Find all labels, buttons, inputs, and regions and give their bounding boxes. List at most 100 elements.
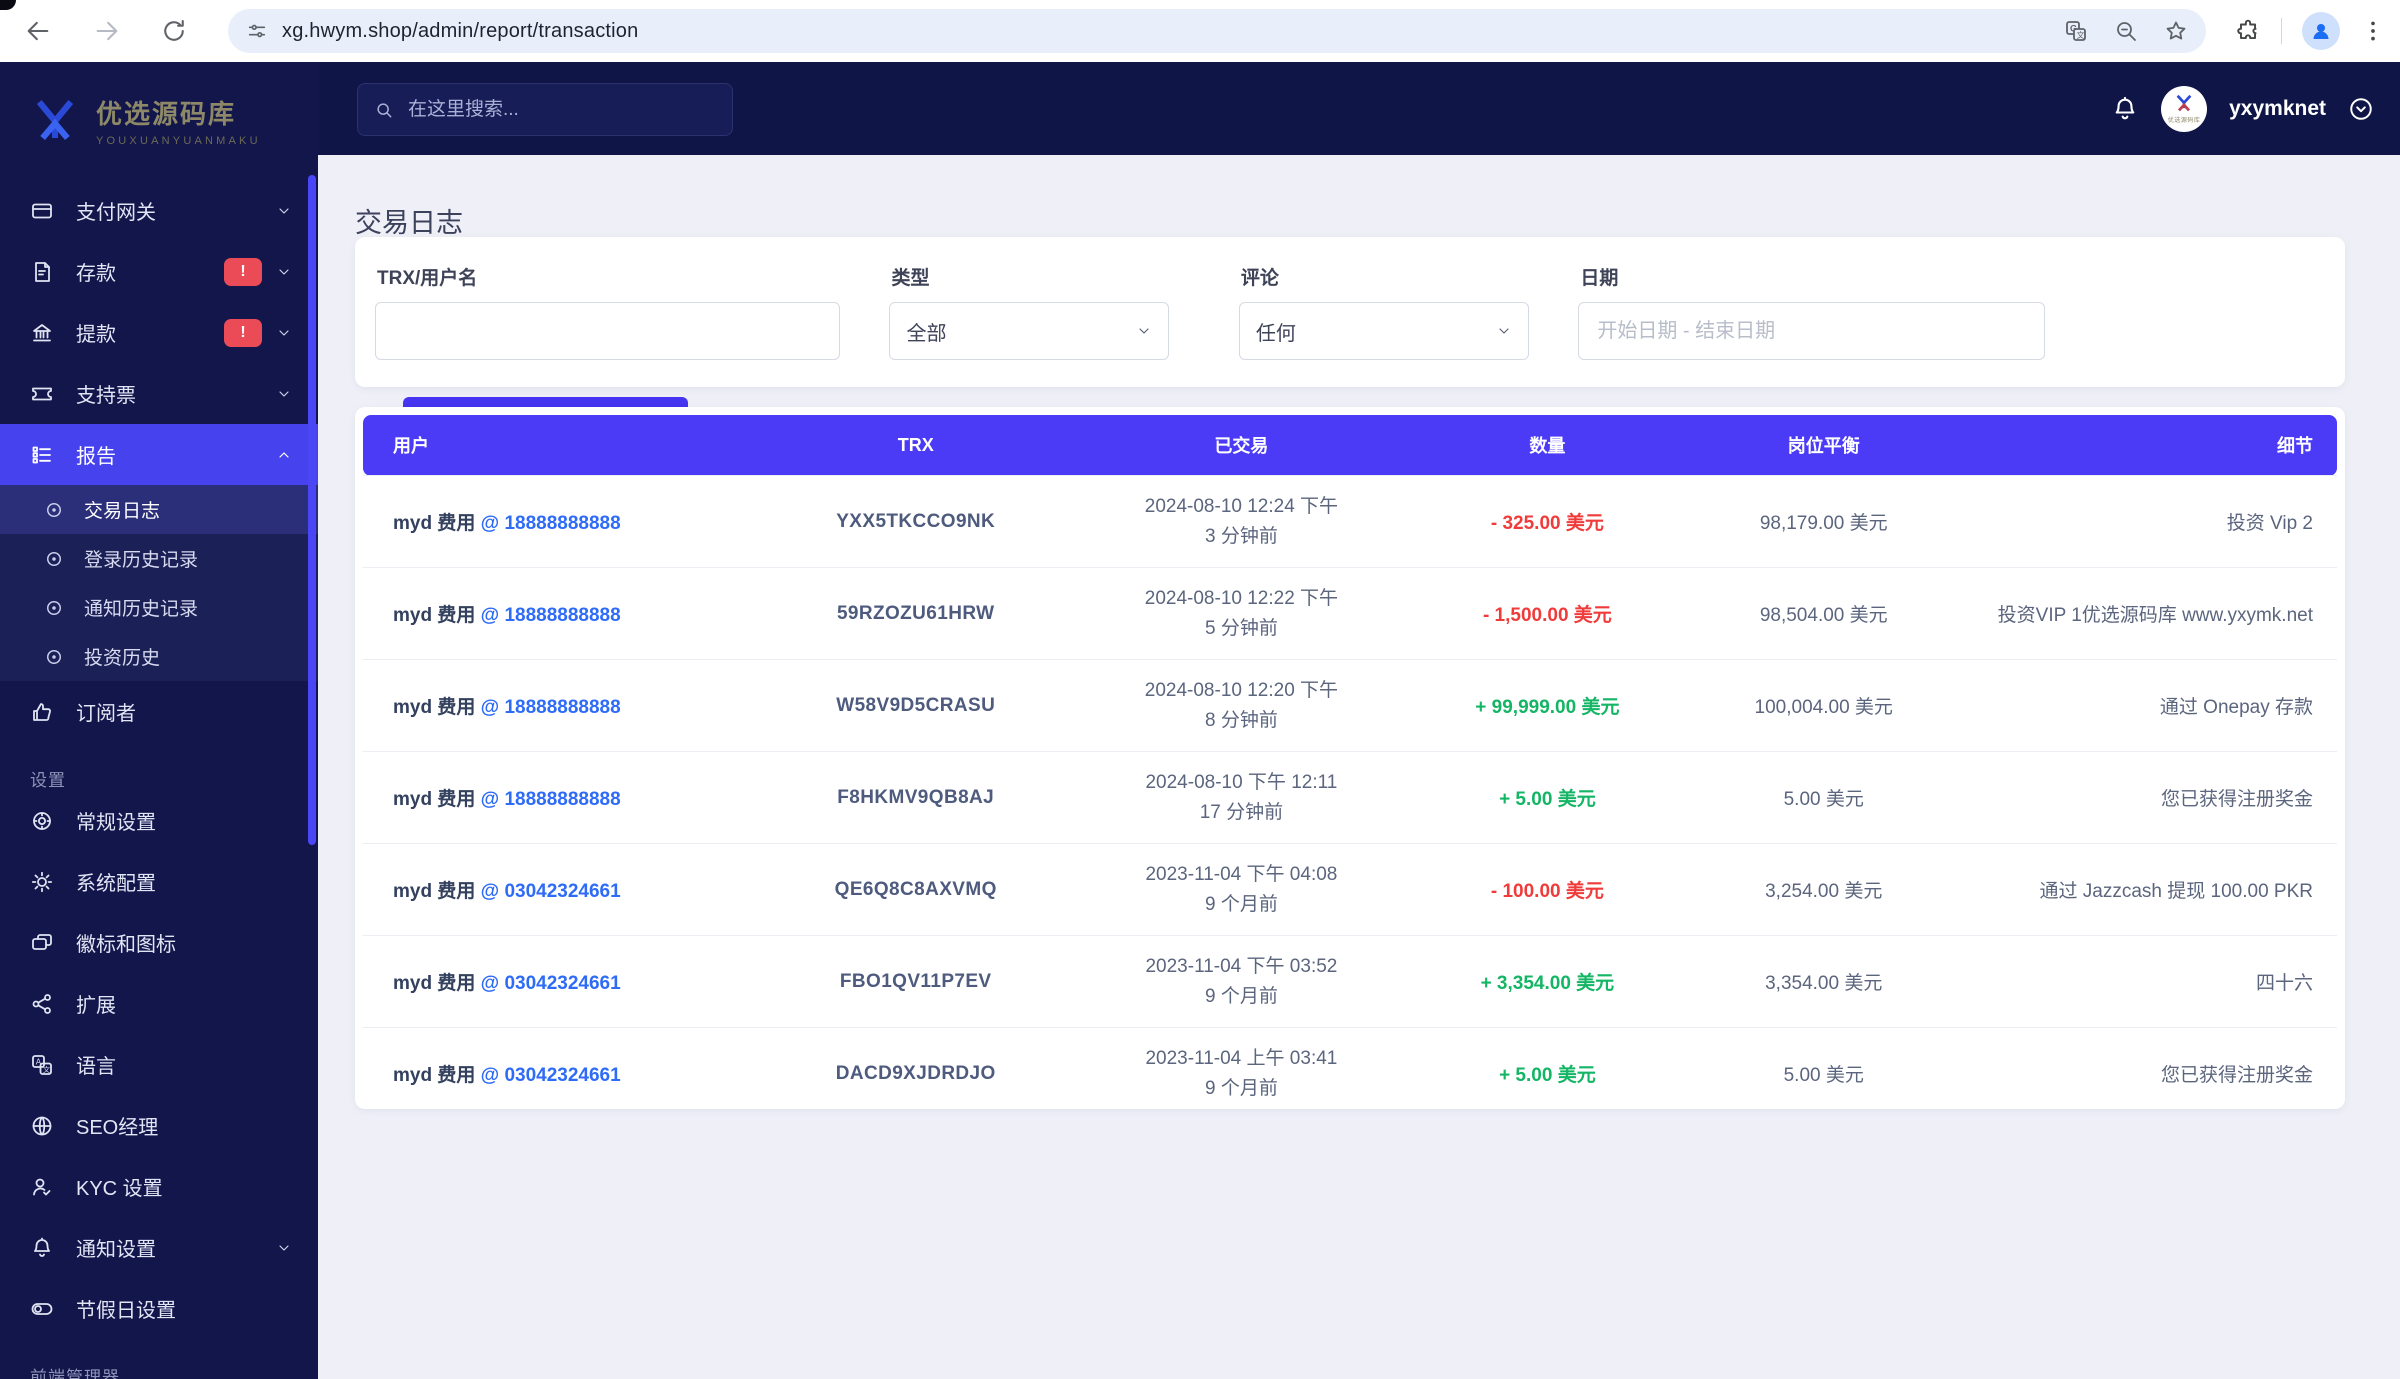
user-link[interactable]: @ 03042324661 — [480, 973, 621, 994]
amount-cell: - 1,500.00 美元 — [1409, 567, 1686, 660]
user-name: myd 费用 — [393, 697, 476, 718]
trx-code: W58V9D5CRASU — [757, 659, 1074, 752]
bank-icon — [30, 321, 54, 345]
detail-text: 投资VIP 1优选源码库 www.yxymk.net — [1961, 567, 2337, 660]
amount-value: + 3,354.00 美元 — [1480, 973, 1615, 994]
submenu-item-investment-history[interactable]: 投资历史 — [0, 632, 318, 681]
chevron-down-icon — [1496, 323, 1512, 339]
chevron-down-icon — [276, 1240, 292, 1256]
bookmark-star-icon[interactable] — [2164, 19, 2188, 43]
gear-icon — [30, 870, 54, 894]
url-text[interactable]: xg.hwym.shop/admin/report/transaction — [282, 19, 639, 42]
chevron-down-icon — [276, 386, 292, 402]
header-trx: TRX — [757, 415, 1074, 476]
section-label-frontend: 前端管理器 — [30, 1368, 120, 1379]
transaction-time: 2024-08-10 下午 12:11 — [1145, 772, 1338, 794]
transaction-ago: 5 分钟前 — [1204, 617, 1278, 639]
sidebar-scrollbar[interactable] — [308, 175, 316, 845]
sidebar-item-withdrawals[interactable]: 提款 ! — [0, 302, 318, 363]
invoice-icon — [30, 260, 54, 284]
amount-cell: + 5.00 美元 — [1409, 1027, 1686, 1119]
type-label: 类型 — [891, 268, 930, 289]
site-info-icon[interactable] — [246, 20, 268, 42]
svg-text:文: 文 — [43, 1064, 50, 1073]
transaction-time: 2024-08-10 12:24 下午 — [1144, 496, 1339, 518]
transaction-ago: 17 分钟前 — [1199, 801, 1284, 823]
header-user: 用户 — [363, 415, 758, 476]
back-icon[interactable] — [24, 17, 52, 45]
reload-icon[interactable] — [160, 17, 188, 45]
submenu-item-notification-history[interactable]: 通知历史记录 — [0, 583, 318, 632]
notifications-bell-icon[interactable] — [2111, 95, 2139, 123]
type-select[interactable]: 全部 — [889, 302, 1170, 360]
submenu-item-login-history[interactable]: 登录历史记录 — [0, 534, 318, 583]
sidebar-item-deposits[interactable]: 存款 ! — [0, 241, 318, 302]
user-link[interactable]: @ 18888888888 — [480, 605, 621, 626]
trx-code: QE6Q8C8AXVMQ — [757, 843, 1074, 936]
user-name: myd 费用 — [393, 973, 476, 994]
amount-value: - 100.00 美元 — [1490, 881, 1604, 902]
date-range-input[interactable] — [1595, 318, 2029, 344]
date-range-field[interactable] — [1578, 302, 2046, 360]
user-name: myd 费用 — [393, 605, 476, 626]
sidebar-item-holiday-settings[interactable]: 节假日设置 — [0, 1278, 318, 1339]
sidebar-item-system-configuration[interactable]: 系统配置 — [0, 851, 318, 912]
sidebar-item-extensions[interactable]: 扩展 — [0, 973, 318, 1034]
comment-select[interactable]: 任何 — [1238, 302, 1529, 360]
sidebar-item-seo-manager[interactable]: SEO经理 — [0, 1095, 318, 1156]
sidebar-item-subscribers[interactable]: 订阅者 — [0, 681, 318, 742]
trx-code: YXX5TKCCO9NK — [757, 475, 1074, 568]
table-row: myd 费用 @ 18888888888 W58V9D5CRASU 2024-0… — [363, 659, 2337, 752]
main-content: 交易日志 TRX/用户名 类型 全部 评论 任何 — [318, 155, 2400, 1379]
zoom-out-icon[interactable] — [2114, 19, 2138, 43]
alert-badge: ! — [224, 318, 262, 347]
user-avatar[interactable]: 优选源码库 — [2161, 85, 2208, 132]
sidebar-item-notification-settings[interactable]: 通知设置 — [0, 1217, 318, 1278]
chevron-down-icon — [276, 203, 292, 219]
amount-value: + 5.00 美元 — [1499, 1065, 1596, 1086]
user-check-icon — [30, 1175, 54, 1199]
profile-icon[interactable] — [2302, 12, 2340, 50]
user-link[interactable]: @ 03042324661 — [480, 881, 621, 902]
sidebar-item-payment-gateway[interactable]: 支付网关 — [0, 180, 318, 241]
user-link[interactable]: @ 18888888888 — [480, 513, 621, 534]
table-row: myd 费用 @ 03042324661 FBO1QV11P7EV 2023-1… — [363, 935, 2337, 1028]
sidebar-item-logo-icons[interactable]: 徽标和图标 — [0, 912, 318, 973]
chevron-up-icon — [276, 447, 292, 463]
search-input[interactable] — [406, 97, 716, 122]
filter-card: TRX/用户名 类型 全部 评论 任何 — [355, 237, 2345, 455]
trx-username-field[interactable] — [375, 302, 840, 360]
sidebar-item-general-settings[interactable]: 常规设置 — [0, 790, 318, 851]
user-menu-chevron-icon[interactable] — [2348, 96, 2374, 122]
image-icon — [30, 931, 54, 955]
username[interactable]: yxymknet — [2229, 96, 2326, 120]
date-label: 日期 — [1580, 268, 1619, 289]
transaction-time: 2023-11-04 上午 03:41 — [1145, 1048, 1338, 1070]
sidebar-item-support-tickets[interactable]: 支持票 — [0, 363, 318, 424]
sidebar-menu: 支付网关 存款 ! 提款 ! 支持票 — [0, 180, 318, 1379]
transactions-body: myd 费用 @ 18888888888 YXX5TKCCO9NK 2024-0… — [363, 475, 2337, 1119]
transaction-ago: 9 个月前 — [1204, 985, 1278, 1007]
submenu-item-transaction-log[interactable]: 交易日志 — [0, 485, 318, 534]
table-row: myd 费用 @ 03042324661 QE6Q8C8AXVMQ 2023-1… — [363, 843, 2337, 936]
thumbs-up-icon — [30, 700, 54, 724]
sidebar-item-reports[interactable]: 报告 — [0, 424, 318, 485]
detail-text: 您已获得注册奖金 — [1961, 751, 2337, 844]
sidebar-item-kyc-settings[interactable]: KYC 设置 — [0, 1156, 318, 1217]
amount-value: - 325.00 美元 — [1490, 513, 1604, 534]
extensions-icon[interactable] — [2235, 18, 2261, 44]
trx-username-input[interactable] — [392, 318, 823, 344]
post-balance: 3,254.00 美元 — [1685, 843, 1962, 936]
user-link[interactable]: @ 03042324661 — [480, 1065, 621, 1086]
brand: 优选源码库 YOUXUANYUANMAKU — [0, 62, 318, 168]
search-box[interactable] — [357, 83, 733, 136]
browser-menu-icon[interactable] — [2360, 18, 2386, 44]
top-navbar: 优选源码库 yxymknet — [318, 62, 2400, 155]
disc-icon — [30, 809, 54, 833]
user-link[interactable]: @ 18888888888 — [480, 789, 621, 810]
user-link[interactable]: @ 18888888888 — [480, 697, 621, 718]
forward-icon[interactable] — [93, 17, 121, 45]
